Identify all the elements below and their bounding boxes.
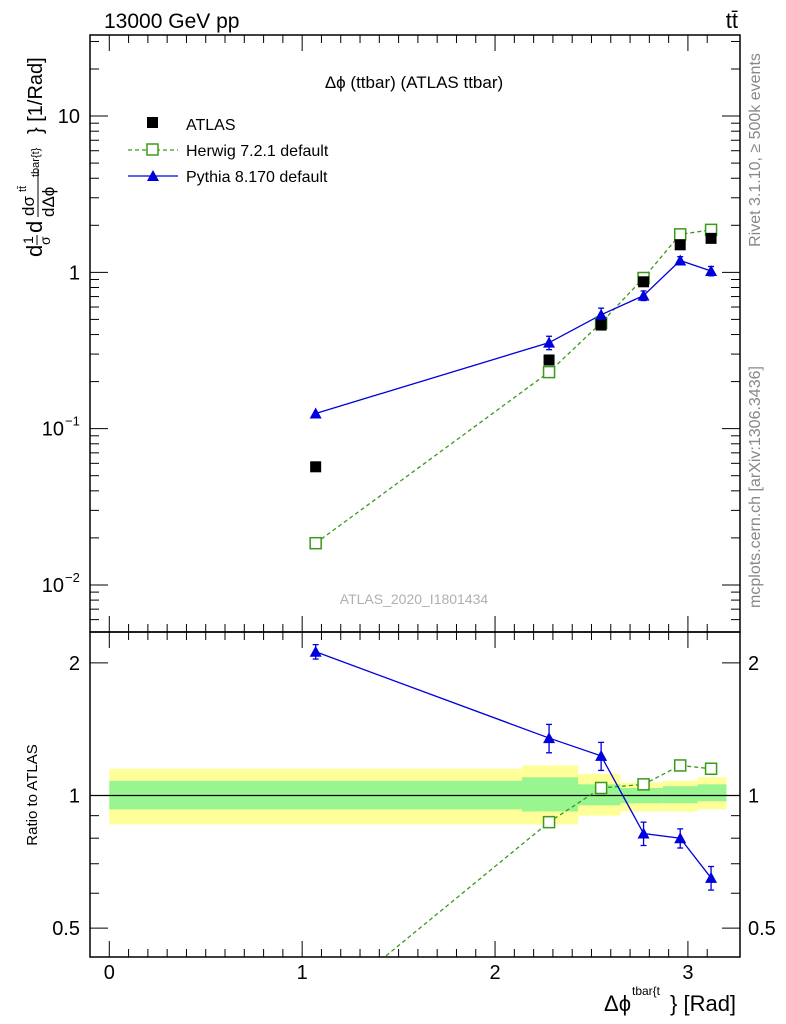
ylabel-sup: tt̄ [17, 186, 29, 192]
ratio-inner-band [697, 784, 727, 802]
ratio-ytick-label-left: 0.5 [52, 918, 80, 940]
legend-label-atlas: ATLAS [186, 117, 236, 134]
ratio-xlabel: Δϕ tbar{t } [Rad] [604, 984, 736, 1016]
main-ytick-label-base: 10 [42, 575, 64, 597]
atlas-point [310, 461, 322, 473]
ratio-ytick-label-right: 0.5 [748, 918, 776, 940]
atlas-point [595, 319, 607, 331]
ratio-xtick-label: 2 [489, 962, 500, 984]
ratio-xtick-label: 1 [297, 962, 308, 984]
rivet-label: Rivet 3.1.10, ≥ 500k events [747, 53, 764, 247]
xlabel-sup: tbar{t [632, 984, 661, 998]
main-ytick-label-base: 10 [42, 419, 64, 441]
ratio-pythia-point [595, 749, 608, 761]
ratio-herwig-point [704, 762, 718, 776]
legend-marker-herwig [146, 143, 159, 156]
legend-label-herwig: Herwig 7.2.1 default [186, 143, 329, 160]
ratio-herwig-point [637, 778, 650, 791]
ratio-inner-band [577, 784, 621, 806]
pythia-point [309, 407, 322, 419]
ratio-pythia-point [543, 732, 556, 744]
legend-entry-pythia: Pythia 8.170 default [128, 169, 328, 186]
legend-entry-herwig: Herwig 7.2.1 default [128, 143, 329, 160]
ratio-pythia-point [309, 645, 322, 657]
ratio-frame [89, 631, 741, 958]
herwig-point [542, 365, 556, 379]
ratio-herwig-point [594, 781, 608, 795]
ratio-inner-band [662, 786, 698, 804]
ratio-ylabel: Ratio to ATLAS [24, 744, 41, 845]
herwig-point [309, 536, 322, 550]
energy-label: 13000 GeV pp [104, 10, 239, 33]
ratio-xtick-label: 0 [104, 962, 115, 984]
ratio-ytick-label-left: 1 [69, 785, 80, 807]
ratio-herwig-point [542, 815, 556, 829]
legend-entry-atlas: ATLAS [147, 117, 236, 134]
ratio-herwig-point [673, 759, 687, 772]
ratio-pythia-point [674, 832, 687, 844]
herwig-point [673, 228, 687, 241]
main-title: Δϕ (ttbar) (ATLAS ttbar) [325, 73, 503, 92]
main-ytick-label: 10 −2 [42, 570, 80, 597]
xlabel-unit: } [Rad] [670, 991, 736, 1016]
xlabel-main: Δϕ [604, 991, 631, 1016]
legend-marker-pythia [147, 170, 159, 181]
legend: ATLAS Herwig 7.2.1 default Pythia 8.170 … [128, 117, 329, 186]
atlas-point [705, 232, 717, 244]
ratio-series-group [309, 643, 718, 957]
ratio-herwig-line [383, 764, 712, 957]
process-label: tt̄ [726, 8, 738, 33]
atlas-point [674, 239, 686, 251]
legend-label-pythia: Pythia 8.170 default [186, 169, 328, 186]
atlas-point [638, 276, 650, 288]
ratio-pythia-point [705, 871, 718, 883]
main-ytick-label-exp: −1 [65, 414, 80, 429]
ratio-ytick-label-right: 1 [748, 785, 759, 807]
legend-marker-atlas [147, 117, 158, 128]
herwig-line [315, 229, 712, 544]
watermark: ATLAS_2020_I1801434 [340, 591, 489, 607]
pythia-point [705, 265, 718, 277]
main-ylabel: d 1 σ d dσ tt̄ dΔϕ tbar{t} } [1/Rad] [17, 57, 58, 257]
ylabel-sub: tbar{t} [30, 147, 42, 177]
ratio-inner-band [522, 777, 578, 812]
ylabel-dDphi: dΔϕ [39, 187, 58, 217]
ylabel-unit: } [1/Rad] [25, 57, 47, 134]
ylabel-d: d [22, 245, 47, 257]
ylabel-dsigma: dσ [19, 196, 38, 216]
pythia-point [543, 336, 556, 348]
ratio-ytick-label-left: 2 [69, 653, 80, 675]
ylabel-sigma: σ [37, 236, 53, 245]
atlas-point [543, 354, 555, 366]
ratio-xtick-label: 3 [682, 962, 693, 984]
ratio-pythia-point [637, 827, 650, 839]
pythia-line [315, 259, 712, 415]
pythia-point [637, 289, 650, 301]
ylabel-d2: d [22, 221, 47, 233]
main-ytick-label: 1 [69, 262, 80, 284]
pythia-point [674, 254, 687, 266]
pythia-point [595, 308, 608, 320]
ratio-panel: 0.5 0.5 1 1 2 2 0 1 2 3 Ratio to ATLAS Δϕ tbar{t … [24, 631, 776, 1016]
mcplots-label: mcplots.cern.ch [arXiv:1306.3436] [747, 366, 764, 608]
main-ytick-label: 10 [58, 106, 80, 128]
ylabel-one: 1 [20, 236, 36, 244]
main-ytick-label: 10 −1 [42, 414, 80, 441]
ratio-ytick-label-right: 2 [748, 653, 759, 675]
ratio-pythia-line [315, 651, 712, 879]
main-ytick-label-exp: −2 [65, 570, 80, 585]
